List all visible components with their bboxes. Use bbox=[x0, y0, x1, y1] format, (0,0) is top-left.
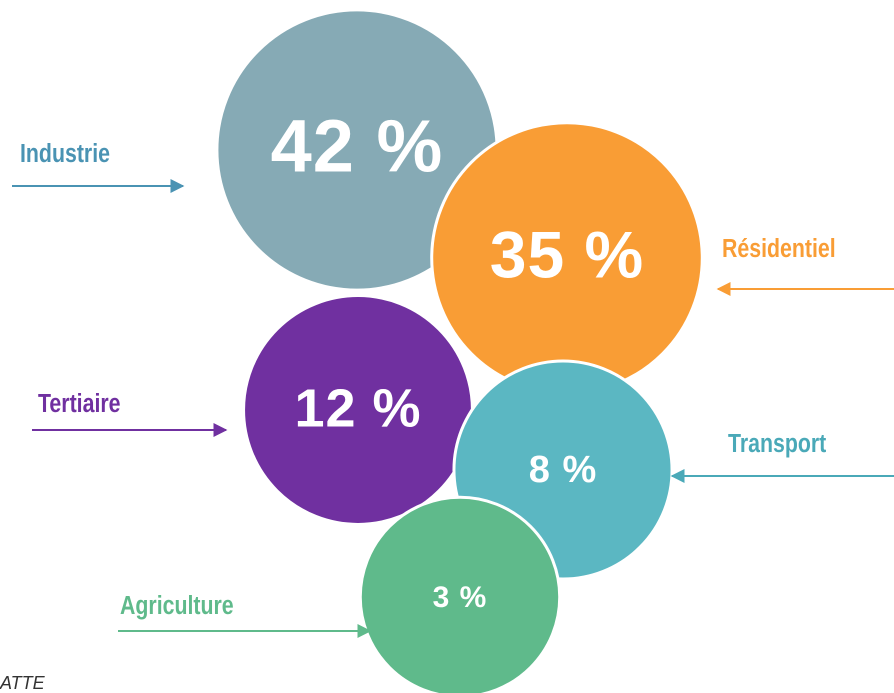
category-label: Transport bbox=[728, 429, 826, 459]
value-label: 12 % bbox=[294, 378, 421, 438]
category-label: Industrie bbox=[20, 139, 110, 169]
value-label: 35 % bbox=[490, 217, 644, 291]
value-label: 42 % bbox=[271, 105, 444, 188]
category-label: Agriculture bbox=[120, 591, 234, 621]
category-label: Tertiaire bbox=[38, 389, 121, 419]
category-label: Résidentiel bbox=[722, 234, 836, 264]
value-label: 8 % bbox=[529, 449, 597, 491]
bubble bbox=[358, 495, 562, 693]
value-label: 3 % bbox=[433, 581, 488, 614]
footer-text: ATTE bbox=[0, 673, 46, 693]
